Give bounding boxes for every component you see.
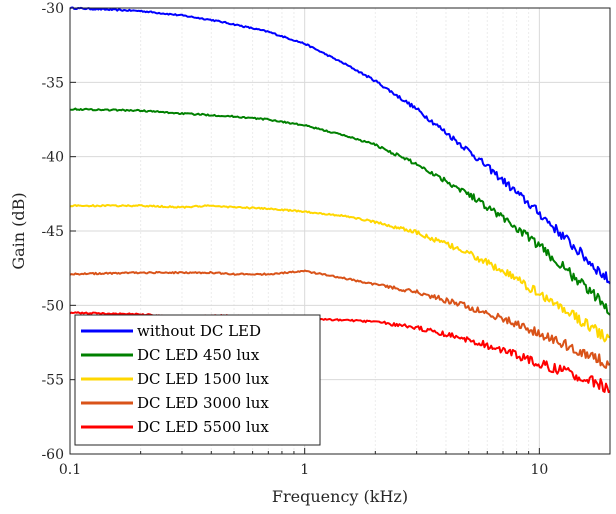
y-tick-label: -40 [41,150,64,166]
x-tick-label: 0.1 [59,462,81,478]
x-tick-label: 10 [530,462,548,478]
y-tick-label: -60 [41,447,64,463]
legend-entry-label: DC LED 3000 lux [137,394,269,412]
y-tick-label: -35 [41,75,64,91]
y-axis-label: Gain (dB) [9,192,28,269]
x-axis-label: Frequency (kHz) [272,487,408,506]
legend-entry-label: DC LED 450 lux [137,346,260,364]
series-line-3 [69,269,611,369]
legend: without DC LED DC LED 450 lux DC LED 1500 … [74,314,321,446]
y-tick-label: -50 [41,298,64,314]
legend-entry-label: DC LED 5500 lux [137,418,269,436]
series-lines [69,6,611,394]
y-tick-label: -55 [41,373,64,389]
series-line-1 [69,107,611,316]
y-tick-label: -30 [41,1,64,17]
legend-entry-label: without DC LED [137,322,261,340]
y-tick-label: -45 [41,224,64,240]
axis-ticks: 0.1 1 10 -60 -55 -50 -45 -40 -35 -30 [41,1,611,478]
x-tick-label: 1 [300,462,309,478]
series-line-2 [69,203,611,343]
series-line-0 [69,6,611,285]
legend-entry-label: DC LED 1500 lux [137,370,269,388]
